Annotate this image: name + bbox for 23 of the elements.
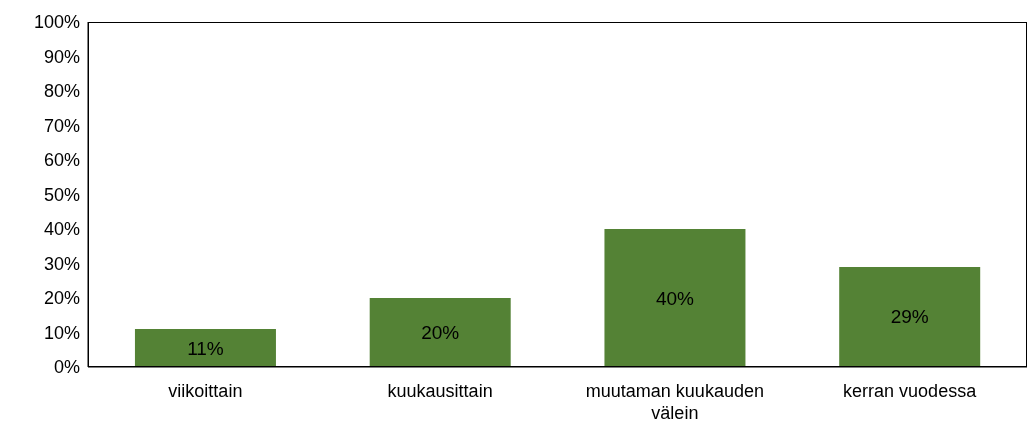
bar (134, 329, 276, 367)
y-tick-label: 70% (43, 115, 80, 136)
x-tick-label: muutaman kuukauden välein (585, 381, 764, 423)
y-tick-label: 40% (43, 219, 80, 240)
y-tick-label: 60% (43, 150, 80, 171)
y-tick-label: 10% (43, 322, 80, 343)
x-tick-label: viikoittain (168, 381, 243, 402)
bar (369, 298, 511, 367)
bar (604, 229, 746, 367)
y-tick-label: 0% (53, 357, 80, 378)
y-tick-label: 90% (43, 46, 80, 67)
data-label: 20% (421, 322, 460, 343)
x-tick-label: kerran vuodessa (843, 381, 978, 402)
y-tick-label: 50% (43, 184, 80, 205)
data-label: 29% (890, 306, 929, 328)
y-tick-label: 20% (43, 288, 80, 309)
y-tick-label: 80% (43, 81, 80, 102)
y-tick-label: 100% (33, 12, 80, 33)
data-label: 40% (655, 287, 695, 309)
bar (839, 266, 981, 367)
x-tick-label: kuukausittain (387, 381, 493, 402)
data-label: 11% (187, 337, 224, 359)
y-tick-label: 30% (43, 253, 80, 274)
